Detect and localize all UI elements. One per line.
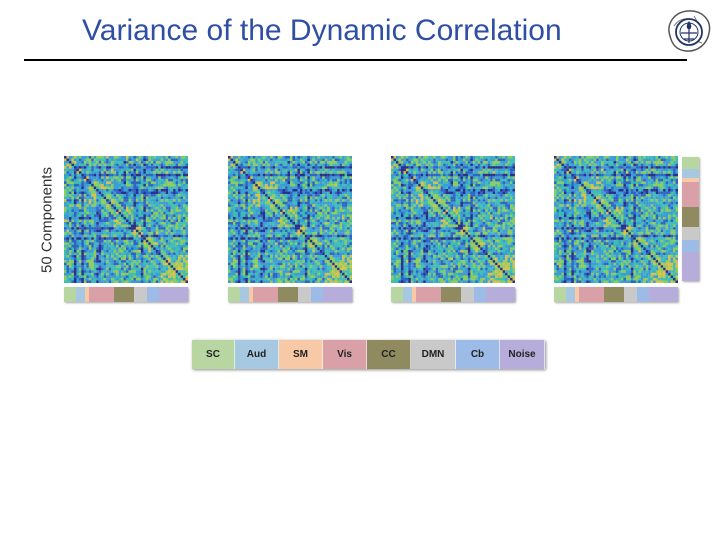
color-bar-segment-noise bbox=[323, 287, 352, 302]
color-bar-segment-sc bbox=[391, 287, 404, 302]
color-bar-segment-dmn bbox=[134, 287, 147, 302]
network-color-bar-vertical bbox=[682, 157, 699, 281]
color-bar-segment-cc bbox=[113, 287, 135, 302]
legend-cb: Cb bbox=[456, 340, 500, 369]
network-color-bar-1 bbox=[64, 287, 188, 302]
brain-seal-icon bbox=[668, 10, 711, 52]
color-bar-segment-noise bbox=[486, 287, 515, 302]
color-bar-segment-sc bbox=[64, 287, 77, 302]
side-bar-segment-dmn bbox=[682, 227, 699, 240]
color-bar-segment-vis bbox=[88, 287, 114, 302]
legend-dmn: DMN bbox=[411, 340, 456, 369]
side-bar-segment-cb bbox=[682, 239, 699, 253]
color-bar-segment-noise bbox=[649, 287, 678, 302]
correlation-matrix-2 bbox=[228, 156, 354, 305]
network-color-bar-2 bbox=[228, 287, 352, 302]
color-bar-segment-sm bbox=[574, 287, 579, 302]
color-bar-segment-noise bbox=[159, 287, 188, 302]
color-bar-segment-vis bbox=[252, 287, 278, 302]
color-bar-segment-aud bbox=[240, 287, 249, 302]
color-bar-segment-vis bbox=[415, 287, 441, 302]
color-bar-segment-aud bbox=[76, 287, 85, 302]
color-bar-segment-cb bbox=[146, 287, 160, 302]
color-bar-segment-vis bbox=[578, 287, 604, 302]
y-axis-label: 50 Components bbox=[38, 167, 56, 273]
network-legend: SC Aud SM Vis CC DMN Cb Noise bbox=[192, 340, 545, 369]
side-bar-segment-cc bbox=[682, 206, 699, 228]
color-bar-segment-aud bbox=[566, 287, 575, 302]
color-bar-segment-sm bbox=[84, 287, 89, 302]
color-bar-segment-cc bbox=[603, 287, 625, 302]
legend-vis: Vis bbox=[323, 340, 367, 369]
color-bar-segment-dmn bbox=[624, 287, 637, 302]
color-bar-segment-sc bbox=[228, 287, 241, 302]
network-color-bar-4 bbox=[554, 287, 678, 302]
heatmap-1 bbox=[64, 156, 188, 283]
slide-title: Variance of the Dynamic Correlation bbox=[82, 14, 562, 47]
side-bar-segment-sm bbox=[682, 177, 699, 182]
heatmap-2 bbox=[228, 156, 352, 283]
side-bar-segment-aud bbox=[682, 169, 699, 178]
color-bar-segment-cc bbox=[277, 287, 299, 302]
correlation-matrix-1 bbox=[64, 156, 190, 305]
color-bar-segment-sc bbox=[554, 287, 567, 302]
side-bar-segment-vis bbox=[682, 181, 699, 207]
color-bar-segment-cb bbox=[310, 287, 324, 302]
legend-noise: Noise bbox=[500, 340, 545, 369]
legend-sc: SC bbox=[192, 340, 235, 369]
network-color-bar-3 bbox=[391, 287, 515, 302]
side-bar-segment-noise bbox=[682, 252, 699, 281]
color-bar-segment-cb bbox=[473, 287, 487, 302]
heatmap-4 bbox=[554, 156, 678, 283]
color-bar-segment-sm bbox=[248, 287, 253, 302]
side-bar-segment-sc bbox=[682, 157, 699, 170]
correlation-matrix-3 bbox=[391, 156, 517, 305]
color-bar-segment-dmn bbox=[461, 287, 474, 302]
title-divider bbox=[24, 59, 687, 61]
heatmap-3 bbox=[391, 156, 515, 283]
color-bar-segment-cb bbox=[636, 287, 650, 302]
color-bar-segment-aud bbox=[403, 287, 412, 302]
legend-aud: Aud bbox=[235, 340, 279, 369]
color-bar-segment-sm bbox=[411, 287, 416, 302]
color-bar-segment-dmn bbox=[298, 287, 311, 302]
legend-cc: CC bbox=[367, 340, 411, 369]
color-bar-segment-cc bbox=[440, 287, 462, 302]
legend-sm: SM bbox=[279, 340, 323, 369]
correlation-matrix-4 bbox=[554, 156, 680, 305]
